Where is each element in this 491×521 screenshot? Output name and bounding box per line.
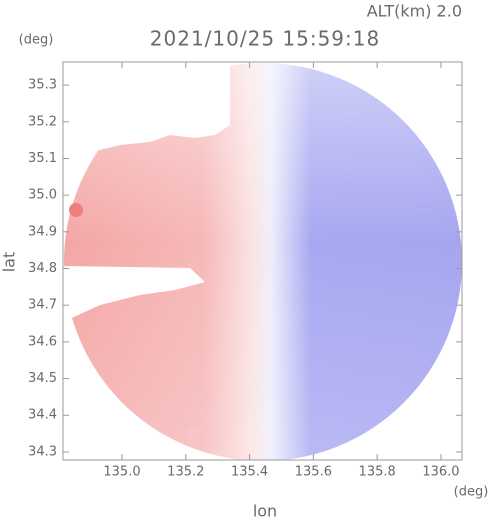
x-unit: (deg) bbox=[454, 485, 489, 500]
y-unit: (deg) bbox=[19, 33, 54, 48]
y-tick-label: 34.6 bbox=[28, 334, 57, 349]
echo-spot bbox=[69, 203, 83, 217]
y-tick-label: 34.3 bbox=[28, 444, 57, 459]
y-tick-label: 35.2 bbox=[28, 114, 57, 129]
x-axis-label: lon bbox=[253, 502, 277, 521]
y-tick-label: 34.9 bbox=[28, 224, 57, 239]
y-tick-label: 35.1 bbox=[28, 151, 57, 166]
plot-frame bbox=[62, 61, 463, 461]
y-tick-label: 35.3 bbox=[28, 78, 57, 93]
altitude: ALT(km) 2.0 bbox=[367, 2, 462, 21]
x-tick-label: 135.2 bbox=[167, 465, 204, 480]
x-tick-label: 135.6 bbox=[295, 465, 332, 480]
x-tick-label: 135.4 bbox=[231, 465, 268, 480]
velocity-shade bbox=[64, 63, 462, 460]
y-tick-label: 34.5 bbox=[28, 371, 57, 386]
y-tick-label: 34.8 bbox=[28, 261, 57, 276]
x-tick-label: 135.8 bbox=[359, 465, 396, 480]
y-tick-label: 35.0 bbox=[28, 188, 57, 203]
x-tick-label: 136.0 bbox=[422, 465, 459, 480]
chart-title: 2021/10/25 15:59:18 bbox=[150, 27, 380, 51]
no-echo bbox=[63, 62, 230, 160]
y-axis-label: lat bbox=[0, 252, 19, 273]
y-tick-label: 34.7 bbox=[28, 298, 57, 313]
radar-field bbox=[63, 62, 462, 460]
x-tick-label: 135.0 bbox=[103, 465, 140, 480]
y-tick-label: 34.4 bbox=[28, 408, 57, 423]
no-echo bbox=[63, 266, 205, 322]
echo-spot bbox=[188, 427, 198, 437]
